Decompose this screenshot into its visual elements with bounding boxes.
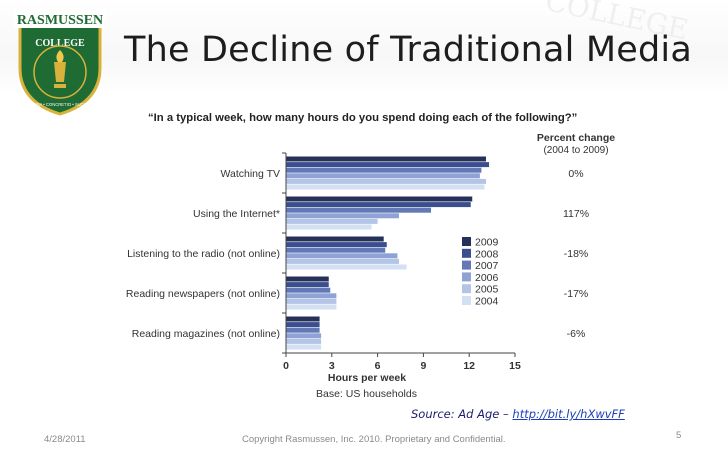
bar-2009 [286, 156, 486, 162]
bar-2009 [286, 236, 384, 242]
footer-date: 4/28/2011 [44, 434, 86, 445]
bar-2008 [286, 202, 471, 208]
percent-change-value: -18% [564, 248, 589, 260]
header-band [0, 0, 728, 95]
bar-2004 [286, 224, 372, 230]
legend-swatch-2008 [462, 248, 471, 258]
bar-2007 [286, 207, 432, 213]
bar-2005 [286, 338, 322, 344]
college-watermark: COLLEGE [543, 0, 692, 46]
legend-label-2007: 2007 [475, 260, 499, 272]
x-tick-label: 6 [375, 360, 381, 372]
legend-swatch-2006 [462, 272, 471, 282]
legend-label-2006: 2006 [475, 272, 499, 284]
x-tick-label: 0 [283, 360, 289, 372]
percent-change-value: 0% [568, 168, 583, 180]
category-label: Listening to the radio (not online) [127, 248, 280, 260]
bar-2004 [286, 304, 337, 310]
bar-2004 [286, 184, 485, 190]
bar-2006 [286, 293, 337, 299]
source-prefix: Source: Ad Age – [411, 407, 513, 421]
percent-change-value: -17% [564, 288, 589, 300]
legend-label-2005: 2005 [475, 284, 499, 296]
legend-label-2008: 2008 [475, 248, 499, 260]
legend-swatch-2009 [462, 237, 471, 246]
source-citation: Source: Ad Age – http://bit.ly/hXwvFF [411, 407, 625, 421]
rasmussen-logo: RASMUSSEN COLLEGE DOCTRINA • CONCRETIO •… [14, 10, 106, 116]
x-tick-label: 9 [420, 360, 426, 372]
bar-2008 [286, 282, 329, 288]
bar-2007 [286, 327, 320, 333]
chart-title: “In a typical week, how many hours do yo… [148, 112, 577, 124]
percent-change-subheader: (2004 to 2009) [543, 145, 608, 156]
page-number: 5 [676, 430, 682, 441]
bar-2007 [286, 287, 331, 293]
bar-2005 [286, 258, 399, 264]
bar-2006 [286, 213, 399, 219]
bar-2008 [286, 162, 490, 168]
bar-2005 [286, 298, 337, 304]
svg-text:DOCTRINA • CONCRETIO • SUCCESS: DOCTRINA • CONCRETIO • SUCCESSIO [20, 102, 100, 107]
bar-2008 [286, 242, 387, 248]
bar-2007 [286, 167, 482, 173]
legend-swatch-2005 [462, 284, 471, 294]
bar-2005 [286, 178, 486, 184]
bar-2006 [286, 173, 480, 179]
bar-2004 [286, 264, 407, 270]
footer-copyright: Copyright Rasmussen, Inc. 2010. Propriet… [242, 434, 506, 445]
x-axis-label: Hours per week [328, 372, 406, 384]
legend-swatch-2004 [462, 296, 471, 305]
x-tick-label: 12 [463, 360, 475, 372]
category-label: Reading newspapers (not online) [126, 288, 280, 300]
bar-2008 [286, 322, 320, 328]
bar-2009 [286, 316, 320, 322]
bar-2006 [286, 253, 398, 259]
bar-2007 [286, 247, 386, 253]
svg-text:RASMUSSEN: RASMUSSEN [17, 13, 103, 28]
bar-2006 [286, 333, 322, 339]
category-label: Watching TV [220, 168, 280, 180]
base-note: Base: US households [316, 388, 417, 400]
bar-2009 [286, 276, 329, 282]
slide-title: The Decline of Traditional Media [124, 30, 692, 70]
svg-text:COLLEGE: COLLEGE [35, 38, 85, 49]
source-link[interactable]: http://bit.ly/hXwvFF [512, 407, 625, 421]
bar-2009 [286, 196, 473, 202]
legend-swatch-2007 [462, 260, 471, 270]
category-label: Reading magazines (not online) [132, 328, 280, 340]
category-label: Using the Internet* [193, 208, 280, 220]
percent-change-header: Percent change [537, 132, 615, 144]
bar-2005 [286, 218, 378, 224]
percent-change-value: -6% [567, 328, 586, 340]
x-tick-label: 3 [329, 360, 335, 372]
bar-2004 [286, 344, 322, 350]
legend-label-2004: 2004 [475, 296, 499, 308]
x-tick-label: 15 [509, 360, 521, 372]
percent-change-value: 117% [563, 208, 589, 220]
legend-label-2009: 2009 [475, 237, 499, 249]
